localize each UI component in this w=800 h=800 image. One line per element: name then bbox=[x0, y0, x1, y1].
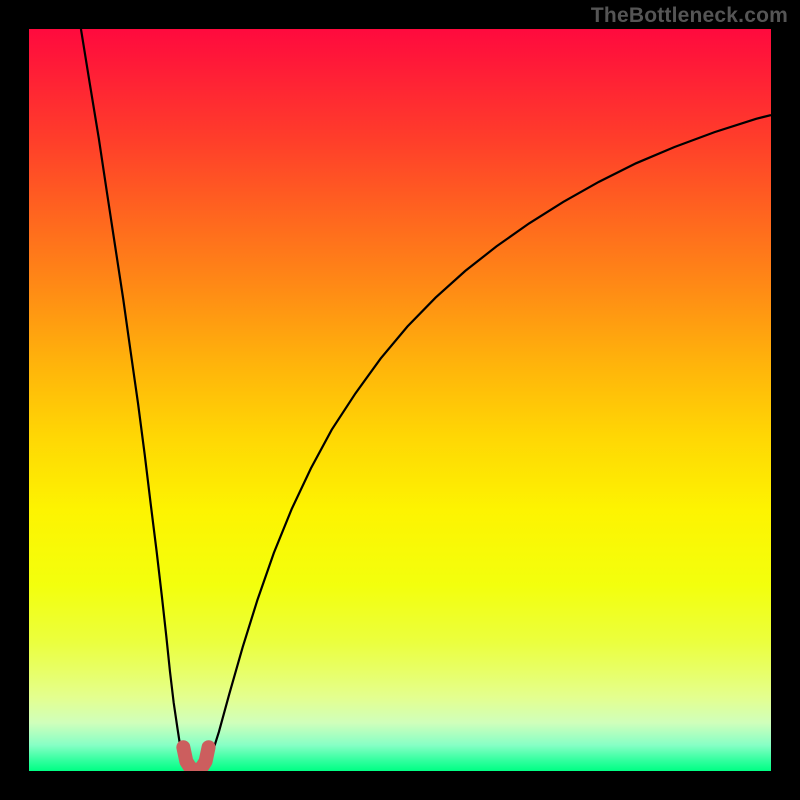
plot-background bbox=[29, 29, 771, 771]
watermark-text: TheBottleneck.com bbox=[591, 4, 788, 28]
chart-frame: TheBottleneck.com bbox=[0, 0, 800, 800]
chart-plot bbox=[29, 29, 771, 771]
